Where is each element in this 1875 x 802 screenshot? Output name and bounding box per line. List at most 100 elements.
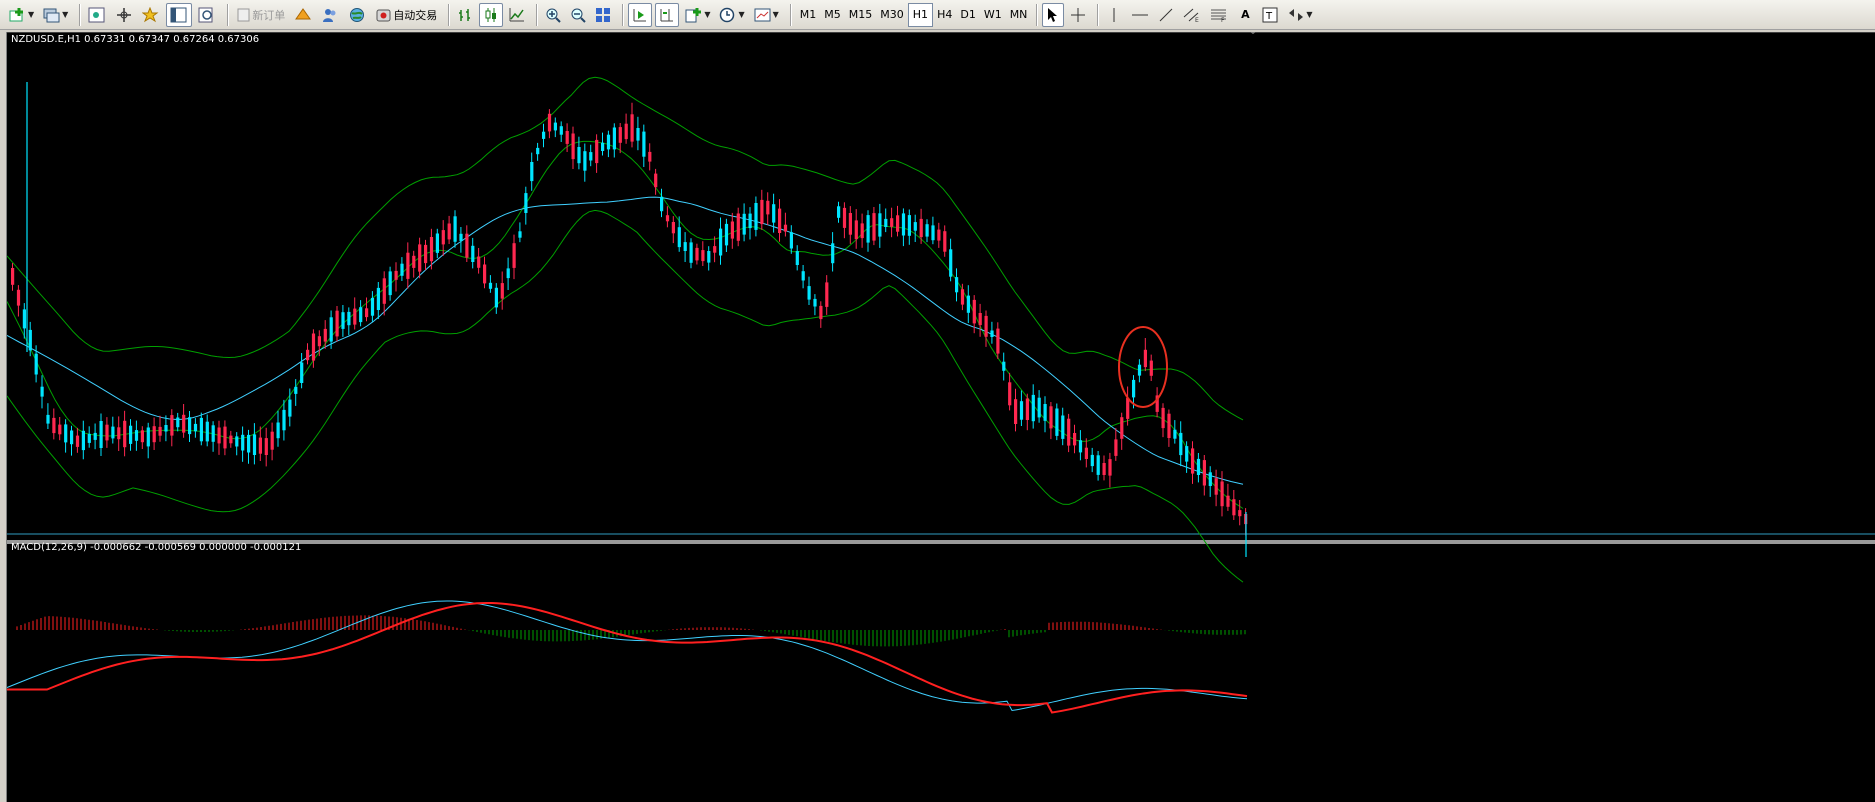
timeframe-m1[interactable]: M1 bbox=[799, 8, 817, 21]
candle-body bbox=[1191, 448, 1195, 474]
line-chart-icon bbox=[509, 7, 525, 21]
candle-body bbox=[1037, 397, 1041, 418]
arrows-tool-button[interactable]: ▼ bbox=[1284, 3, 1315, 27]
timeframe-m30[interactable]: M30 bbox=[880, 8, 904, 21]
candle-body bbox=[294, 386, 298, 394]
account-button[interactable] bbox=[318, 3, 342, 27]
templates-button[interactable]: ▼ bbox=[751, 3, 782, 27]
navigator-button[interactable] bbox=[139, 3, 163, 27]
chart-shift-icon bbox=[660, 8, 674, 21]
toolbar-separator bbox=[1036, 3, 1038, 26]
chart-canvas[interactable] bbox=[7, 32, 1875, 802]
candle-body bbox=[984, 315, 988, 337]
bollinger-upper-line bbox=[7, 76, 1244, 421]
candle-body bbox=[382, 278, 386, 304]
candle-body bbox=[471, 245, 475, 262]
auto-trading-icon bbox=[376, 9, 391, 21]
chart-info-label: NZDUSD.E,H1 0.67331 0.67347 0.67264 0.67… bbox=[11, 34, 260, 45]
cursor-tool-button[interactable] bbox=[1042, 2, 1065, 27]
candle-body bbox=[123, 420, 127, 448]
zoom-out-button[interactable] bbox=[567, 3, 589, 27]
auto-trading-button[interactable]: 自动交易 bbox=[372, 3, 440, 27]
candle-body bbox=[164, 425, 168, 432]
vertical-line-tool-button[interactable] bbox=[1103, 3, 1125, 27]
terminal-window-icon bbox=[170, 7, 187, 22]
candle-body bbox=[648, 151, 652, 162]
timeframe-m15[interactable]: M15 bbox=[848, 8, 873, 21]
chart-shift-button[interactable] bbox=[655, 2, 680, 27]
candle-body bbox=[1031, 394, 1035, 422]
bar-chart-button[interactable] bbox=[454, 3, 476, 27]
tile-windows-button[interactable] bbox=[592, 3, 614, 27]
candle-body bbox=[1061, 415, 1065, 439]
candle-body bbox=[966, 295, 970, 313]
candle-body bbox=[317, 336, 321, 347]
candle-body bbox=[612, 127, 616, 150]
candle-body bbox=[1149, 360, 1153, 376]
candle-body bbox=[199, 417, 203, 442]
candle-body bbox=[70, 430, 74, 445]
candle-body bbox=[642, 131, 646, 157]
candle-body bbox=[949, 249, 953, 277]
new-order-button[interactable]: 新订单 bbox=[233, 3, 288, 27]
candlestick-button[interactable] bbox=[479, 2, 504, 27]
candle-body bbox=[606, 134, 611, 150]
timeframe-d1[interactable]: D1 bbox=[960, 8, 976, 21]
candle-body bbox=[111, 426, 115, 439]
candle-body bbox=[1084, 447, 1088, 459]
timeframe-mn[interactable]: MN bbox=[1009, 8, 1028, 21]
candle-body bbox=[937, 229, 941, 241]
toolbar-separator bbox=[622, 3, 624, 26]
trendline-icon bbox=[1160, 8, 1173, 21]
auto-scroll-button[interactable] bbox=[628, 2, 653, 27]
candle-body bbox=[1002, 361, 1006, 371]
timeframe-h1[interactable]: H1 bbox=[907, 2, 934, 27]
indicators-button[interactable]: ▼ bbox=[682, 3, 713, 27]
moving-average-line bbox=[7, 196, 1244, 485]
fibonacci-tool-button[interactable]: F bbox=[1207, 3, 1231, 27]
candle-body bbox=[860, 223, 864, 239]
candle-body bbox=[311, 333, 316, 361]
timeframe-m5[interactable]: M5 bbox=[824, 8, 841, 21]
text-label-tool-button[interactable]: T bbox=[1259, 3, 1281, 27]
candle-body bbox=[730, 221, 734, 239]
profiles-button[interactable]: ▼ bbox=[40, 3, 71, 27]
candle-body bbox=[488, 282, 493, 289]
candle-body bbox=[465, 233, 469, 258]
line-chart-button[interactable] bbox=[506, 3, 528, 27]
candle-body bbox=[500, 283, 504, 299]
candle-body bbox=[530, 162, 534, 182]
candle-body bbox=[931, 225, 935, 241]
clock-icon bbox=[720, 7, 735, 22]
crosshair-tool-button[interactable] bbox=[1067, 3, 1089, 27]
data-window-button[interactable] bbox=[112, 3, 136, 27]
candle-body bbox=[654, 173, 658, 188]
trendline-tool-button[interactable] bbox=[1155, 3, 1177, 27]
strategy-tester-button[interactable] bbox=[195, 3, 219, 27]
zoom-in-button[interactable] bbox=[542, 3, 564, 27]
candle-body bbox=[1067, 418, 1071, 446]
candle-body bbox=[1043, 404, 1047, 421]
candle-body bbox=[506, 268, 510, 279]
candle-body bbox=[630, 114, 634, 142]
signals-button[interactable] bbox=[345, 3, 369, 27]
periods-button[interactable]: ▼ bbox=[716, 3, 747, 27]
horizontal-line-tool-button[interactable] bbox=[1128, 3, 1152, 27]
crosshair-move-icon bbox=[117, 7, 132, 22]
text-tool-button[interactable]: A bbox=[1234, 3, 1256, 27]
timeframe-h4[interactable]: H4 bbox=[937, 8, 953, 21]
candle-body bbox=[831, 243, 835, 264]
timeframe-w1[interactable]: W1 bbox=[983, 8, 1002, 21]
market-watch-button[interactable] bbox=[85, 3, 109, 27]
candle-body bbox=[1214, 478, 1218, 495]
arrows-icon bbox=[1289, 8, 1304, 21]
fibonacci-icon: F bbox=[1211, 9, 1227, 23]
equidistant-channel-tool-button[interactable]: E bbox=[1180, 3, 1204, 27]
candle-body bbox=[134, 430, 139, 441]
toolbar-separator bbox=[448, 3, 450, 26]
metaeditor-button[interactable] bbox=[291, 3, 315, 27]
metaeditor-icon bbox=[295, 7, 312, 19]
new-chart-button[interactable]: ▼ bbox=[6, 3, 37, 27]
terminal-button[interactable] bbox=[166, 2, 193, 27]
chart-window[interactable]: NZDUSD.E,H1 0.67331 0.67347 0.67264 0.67… bbox=[6, 32, 1875, 802]
